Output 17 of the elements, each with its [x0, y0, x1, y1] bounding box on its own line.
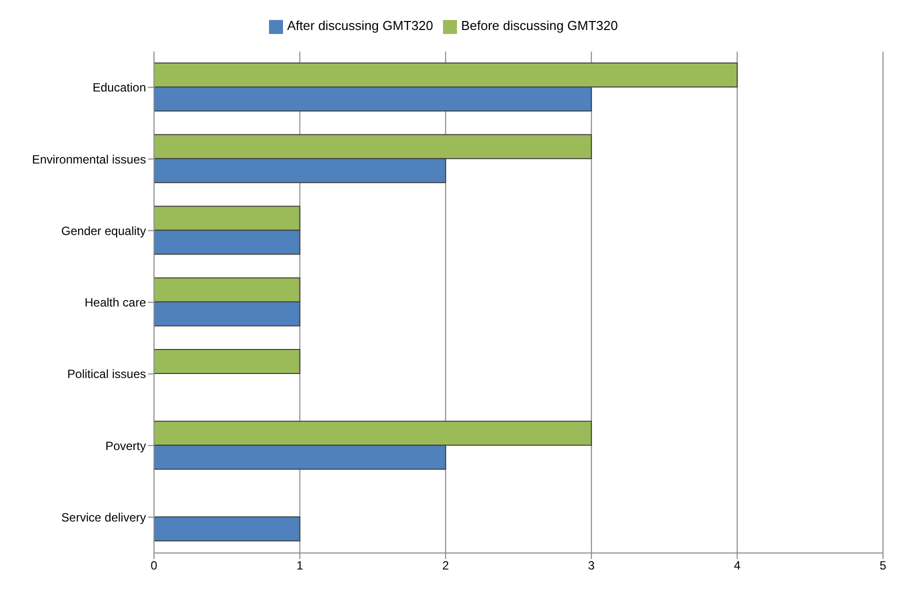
x-tick-label: 4 — [734, 558, 741, 573]
x-tick-label: 3 — [588, 558, 596, 573]
y-tick-label: Service delivery — [61, 510, 146, 524]
y-tick-label: Poverty — [105, 438, 146, 453]
legend-label: After discussing GMT320 — [287, 18, 434, 33]
bar — [154, 516, 300, 542]
x-tick-label: 2 — [442, 558, 450, 573]
y-tick-label: Gender equality — [61, 224, 146, 238]
y-tick-label: Political issues — [67, 367, 146, 382]
x-tick-label: 0 — [150, 558, 158, 573]
x-tick-label: 5 — [880, 558, 887, 573]
y-tick-label: Education — [92, 80, 146, 95]
legend-label: Before discussing GMT320 — [461, 18, 618, 33]
y-tick-label: Environmental issues — [32, 152, 146, 166]
y-tick-label: Health care — [84, 296, 146, 310]
bar — [154, 349, 300, 374]
x-tick-label: 1 — [296, 558, 304, 573]
